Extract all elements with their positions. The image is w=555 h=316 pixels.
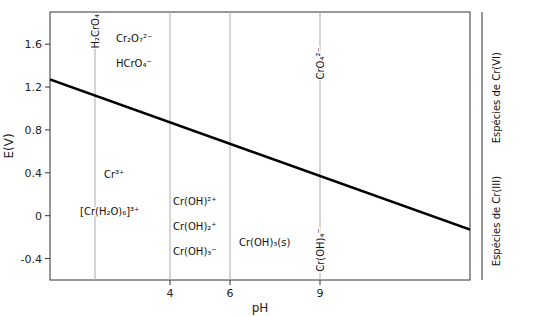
y-tick (45, 172, 50, 173)
y-tick-label: 1.6 (25, 38, 43, 51)
y-tick-label: -0.4 (21, 253, 42, 266)
y-tick-label: 0.4 (25, 167, 43, 180)
annotation: Cr(OH)₄⁻ (315, 228, 326, 272)
chart: 4 6 9 -0.4 0 0.4 0.8 1.2 1.6 pH E(V) H₂CrO₄ Cr₂O₇²⁻ H… (0, 0, 555, 316)
annotation: CrO₄²⁻ (315, 47, 326, 79)
y-tick-label: 0.8 (25, 124, 43, 137)
y-axis-label: E(V) (2, 133, 16, 158)
annotation: HCrO₄⁻ (116, 58, 152, 69)
boundary-vline (170, 12, 171, 280)
boundary-vline (230, 12, 231, 280)
region-separator (482, 12, 483, 280)
annotation: Cr₂O₇²⁻ (116, 33, 152, 44)
plot-area (50, 12, 470, 280)
annotation: Cr(OH)₂⁺ (173, 221, 217, 232)
boundary-line (50, 80, 470, 230)
x-tick-label: 9 (317, 287, 324, 300)
y-tick (45, 87, 50, 88)
x-tick-label: 4 (167, 287, 174, 300)
annotation: Cr³⁺ (104, 169, 124, 180)
y-tick (45, 129, 50, 130)
x-axis-label: pH (252, 301, 269, 315)
annotation: Cr(OH)²⁺ (173, 196, 217, 207)
annotation: Cr(OH)₃⁻ (173, 246, 217, 257)
region-label: Espécies de Cr(VI) (491, 52, 502, 143)
y-tick (45, 44, 50, 45)
annotation: Cr(OH)₃(s) (239, 237, 290, 248)
x-tick-label: 6 (227, 287, 234, 300)
y-tick-label: 1.2 (25, 81, 43, 94)
region-label: Espécies de Cr(III) (491, 176, 502, 266)
y-tick-label: 0 (35, 210, 42, 223)
plot-frame (50, 12, 470, 280)
y-tick (45, 215, 50, 216)
x-tick (230, 280, 231, 285)
x-tick (320, 280, 321, 285)
y-tick (45, 258, 50, 259)
x-tick (170, 280, 171, 285)
boundary-vline (95, 12, 96, 280)
annotation: H₂CrO₄ (90, 14, 101, 49)
annotation: [Cr(H₂O)₆]³⁺ (80, 206, 139, 217)
